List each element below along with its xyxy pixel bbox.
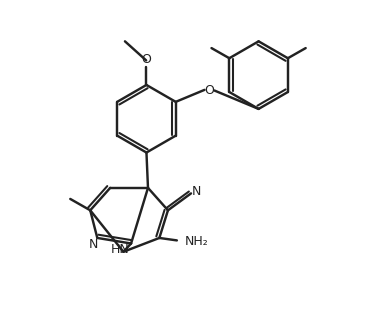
Text: N: N	[89, 237, 98, 250]
Text: O: O	[141, 53, 151, 66]
Text: HN: HN	[111, 242, 130, 255]
Text: NH₂: NH₂	[185, 235, 209, 247]
Text: O: O	[204, 84, 214, 97]
Text: N: N	[192, 185, 201, 198]
